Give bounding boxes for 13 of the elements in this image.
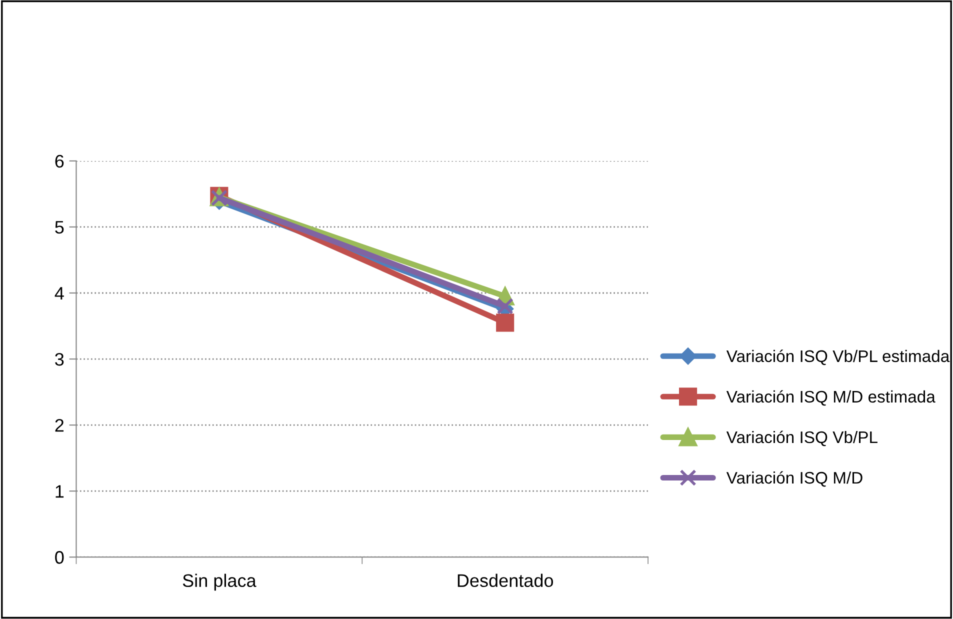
legend-label: Variación ISQ Vb/PL estimada <box>726 350 950 366</box>
y-tick-label: 3 <box>55 352 64 366</box>
legend-label: Variación ISQ M/D estimada <box>726 390 936 406</box>
legend-label: Variación ISQ Vb/PL <box>726 430 878 446</box>
y-tick-label: 4 <box>54 287 64 300</box>
legend-label: Variación ISQ M/D <box>726 471 862 487</box>
y-tick-label: 5 <box>55 221 64 234</box>
y-tick-label: 6 <box>55 154 64 168</box>
y-tick-label: 0 <box>55 551 64 564</box>
x-tick-label: Desdentado <box>458 574 554 588</box>
y-tick-label: 2 <box>55 418 64 432</box>
y-tick-label: 1 <box>56 485 64 498</box>
x-tick-label: Sin placa <box>182 574 256 591</box>
